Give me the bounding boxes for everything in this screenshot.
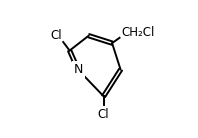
Text: Cl: Cl	[50, 29, 62, 42]
Text: Cl: Cl	[98, 108, 109, 121]
Text: N: N	[73, 63, 83, 76]
Text: CH₂Cl: CH₂Cl	[121, 26, 154, 39]
